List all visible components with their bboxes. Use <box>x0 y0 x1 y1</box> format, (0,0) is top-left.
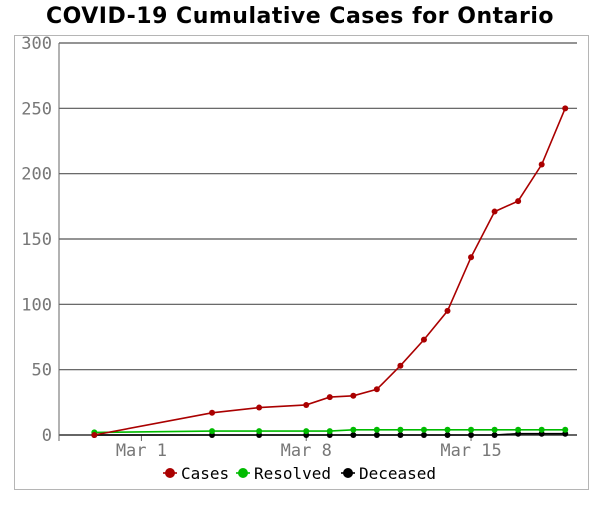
data-point-deceased <box>491 432 498 438</box>
data-point-resolved <box>209 428 216 435</box>
data-point-deceased <box>420 432 427 438</box>
data-point-cases <box>562 105 569 112</box>
y-tick-label: 0 <box>42 426 52 446</box>
data-point-resolved <box>562 426 569 433</box>
y-tick-label: 200 <box>21 165 52 185</box>
data-point-resolved <box>350 426 357 433</box>
data-point-resolved <box>444 426 451 433</box>
data-point-cases <box>397 362 404 369</box>
data-point-resolved <box>256 428 263 435</box>
data-point-deceased <box>444 432 451 438</box>
data-point-resolved <box>303 428 310 435</box>
legend-label-resolved: Resolved <box>254 464 331 483</box>
data-point-resolved <box>326 428 333 435</box>
data-point-deceased <box>468 432 475 438</box>
x-tick-label: Mar 15 <box>440 441 501 461</box>
data-point-deceased <box>350 432 357 438</box>
data-point-cases <box>326 394 333 401</box>
data-point-cases <box>303 401 310 408</box>
data-point-cases <box>373 386 380 393</box>
data-point-resolved <box>538 426 545 433</box>
data-point-cases <box>538 161 545 168</box>
chart-title: COVID-19 Cumulative Cases for Ontario <box>46 4 554 29</box>
data-point-cases <box>468 254 475 261</box>
legend-marker-cases <box>165 468 175 478</box>
data-point-resolved <box>468 426 475 433</box>
data-point-resolved <box>373 426 380 433</box>
data-point-cases <box>209 409 216 416</box>
y-tick-label: 100 <box>21 295 52 315</box>
data-point-deceased <box>373 432 380 438</box>
data-point-cases <box>350 392 357 399</box>
data-point-resolved <box>397 426 404 433</box>
data-point-cases <box>91 432 98 438</box>
legend-marker-resolved <box>238 468 248 478</box>
data-point-cases <box>420 336 427 343</box>
y-tick-label: 300 <box>21 34 52 54</box>
data-point-cases <box>444 307 451 314</box>
legend-label-cases: Cases <box>181 464 229 483</box>
y-tick-label: 250 <box>21 99 52 119</box>
data-point-cases <box>491 208 498 215</box>
chart-frame <box>14 35 589 490</box>
data-point-cases <box>515 198 522 205</box>
data-point-resolved <box>515 426 522 433</box>
data-point-cases <box>256 404 263 411</box>
series-line-cases <box>94 107 566 436</box>
legend-marker-deceased <box>343 468 353 478</box>
x-tick-label: Mar 1 <box>116 441 167 461</box>
y-tick-label: 150 <box>21 230 52 250</box>
x-tick-label: Mar 8 <box>281 441 332 461</box>
data-point-deceased <box>397 432 404 438</box>
legend-label-deceased: Deceased <box>359 464 436 483</box>
y-tick-label: 50 <box>32 361 52 381</box>
data-point-resolved <box>420 426 427 433</box>
data-point-resolved <box>491 426 498 433</box>
